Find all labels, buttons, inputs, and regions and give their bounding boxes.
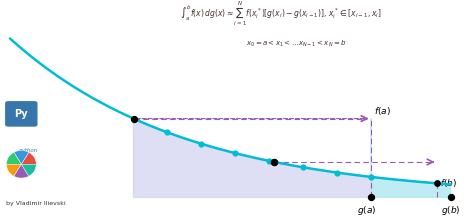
Point xyxy=(300,166,307,169)
Polygon shape xyxy=(371,118,451,197)
Wedge shape xyxy=(6,152,21,164)
Text: $f(b)$: $f(b)$ xyxy=(439,177,457,189)
Text: $x_0 = a < x_1 < \ldots x_{N-1} < x_N = b$: $x_0 = a < x_1 < \ldots x_{N-1} < x_N = … xyxy=(246,38,347,48)
Text: $g(a)$: $g(a)$ xyxy=(357,204,377,217)
Wedge shape xyxy=(14,164,29,178)
Point xyxy=(164,131,171,134)
Text: python: python xyxy=(18,148,37,153)
Wedge shape xyxy=(14,150,29,164)
Polygon shape xyxy=(134,118,371,197)
Point xyxy=(130,117,137,120)
Point xyxy=(232,152,239,155)
Point xyxy=(434,182,441,185)
Point xyxy=(334,171,341,174)
Text: $\int_a^b f(x)\,dg(x) \approx \sum_{i=1}^{N} f(x_i^*)[g(x_i)-g(x_{i-1})],\, x_i^: $\int_a^b f(x)\,dg(x) \approx \sum_{i=1}… xyxy=(181,0,382,28)
Point xyxy=(265,159,273,163)
Wedge shape xyxy=(6,164,21,176)
Wedge shape xyxy=(21,152,36,164)
Point xyxy=(130,117,137,120)
FancyBboxPatch shape xyxy=(5,101,38,127)
Text: $f(a)$: $f(a)$ xyxy=(374,105,391,117)
Point xyxy=(271,160,278,164)
Point xyxy=(198,142,205,146)
Point xyxy=(367,175,375,179)
Point xyxy=(447,196,455,199)
Text: by Vladimir Ilievski: by Vladimir Ilievski xyxy=(6,201,66,206)
Text: $g(b)$: $g(b)$ xyxy=(441,204,460,217)
Point xyxy=(271,160,278,164)
Text: Py: Py xyxy=(15,109,28,119)
Wedge shape xyxy=(21,164,36,176)
Point xyxy=(367,196,375,199)
